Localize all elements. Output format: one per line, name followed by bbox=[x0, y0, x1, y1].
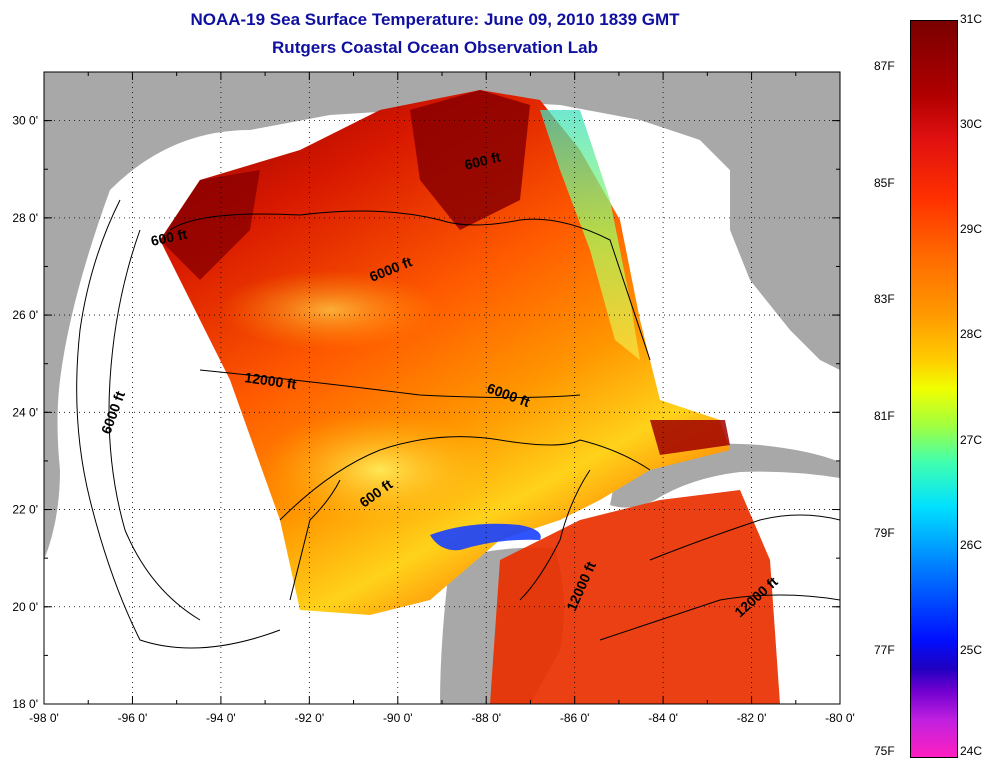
colorbar-celsius-label: 30C bbox=[960, 117, 983, 132]
colorbar-fahrenheit-label: 79F bbox=[874, 526, 895, 541]
sst-colorbar bbox=[910, 20, 958, 758]
colorbar-fahrenheit-label: 83F bbox=[874, 292, 895, 307]
graticule bbox=[44, 72, 840, 704]
lat-tick-label: 22 0' bbox=[12, 503, 38, 517]
contour-label: 600 ft bbox=[149, 226, 188, 249]
lon-tick-label: -88 0' bbox=[471, 711, 501, 725]
lon-tick-label: -84 0' bbox=[648, 711, 678, 725]
colorbar-celsius-label: 25C bbox=[960, 642, 983, 657]
colorbar-fahrenheit-label: 87F bbox=[874, 58, 895, 73]
colorbar-celsius-label: 27C bbox=[960, 432, 983, 447]
hot-nw-patch bbox=[160, 170, 260, 280]
hot-n-patch bbox=[410, 90, 530, 230]
bathymetry-contours bbox=[76, 199, 840, 649]
lat-tick-label: 18 0' bbox=[12, 697, 38, 711]
lat-tick-label: 24 0' bbox=[12, 405, 38, 419]
lon-tick-label: -82 0' bbox=[737, 711, 767, 725]
map-axes: -98 0' -96 0' -94 0' -92 0' -90 0' -88 0' -86 … bbox=[12, 72, 855, 725]
colorbar-fahrenheit-label: 81F bbox=[874, 409, 895, 424]
colorbar-celsius-label: 29C bbox=[960, 222, 983, 237]
lon-tick-label: -86 0' bbox=[560, 711, 590, 725]
colorbar-celsius-label: 31C bbox=[960, 12, 983, 26]
contour-label: 12000 ft bbox=[244, 369, 298, 392]
colorbar-fahrenheit-label: 75F bbox=[874, 744, 895, 758]
map-subtitle: Rutgers Coastal Ocean Observation Lab bbox=[272, 38, 598, 57]
colorbar-celsius-label: 26C bbox=[960, 537, 983, 552]
lat-tick-label: 28 0' bbox=[12, 211, 38, 225]
map-title: NOAA-19 Sea Surface Temperature: June 09… bbox=[190, 10, 680, 29]
warm-yellow-patch-2 bbox=[220, 270, 440, 350]
warm-yellow-patch bbox=[260, 410, 500, 530]
florida-land bbox=[700, 110, 840, 360]
colorbar-celsius-label: 28C bbox=[960, 327, 983, 342]
lon-tick-label: -94 0' bbox=[206, 711, 236, 725]
sst-swath-south bbox=[490, 490, 780, 704]
cool-strip-east bbox=[540, 110, 640, 360]
lat-tick-label: 30 0' bbox=[12, 114, 38, 128]
hot-e-patch bbox=[650, 420, 730, 455]
colorbar-fahrenheit-label: 77F bbox=[874, 642, 895, 657]
colorbar-fahrenheit-label: 85F bbox=[874, 175, 895, 190]
lon-tick-label: -90 0' bbox=[383, 711, 413, 725]
lon-tick-label: -80 0' bbox=[825, 711, 855, 725]
lon-tick-label: -92 0' bbox=[295, 711, 325, 725]
colorbar-celsius-label: 24C bbox=[960, 744, 983, 758]
lat-tick-label: 26 0' bbox=[12, 308, 38, 322]
lat-tick-label: 20 0' bbox=[12, 600, 38, 614]
lon-tick-label: -98 0' bbox=[29, 711, 59, 725]
cold-upwelling bbox=[430, 523, 541, 551]
lon-tick-label: -96 0' bbox=[118, 711, 148, 725]
